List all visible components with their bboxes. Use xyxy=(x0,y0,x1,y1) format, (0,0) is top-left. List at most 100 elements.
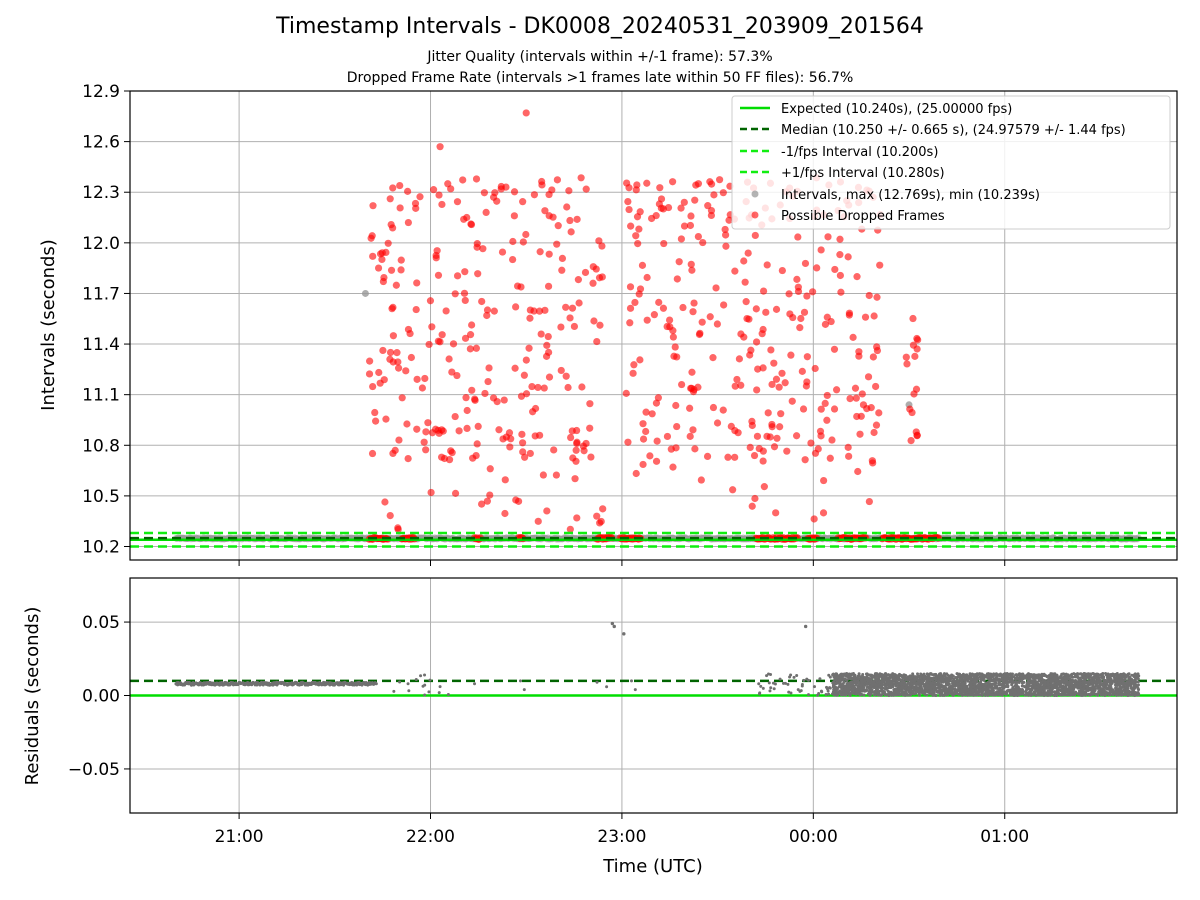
residual-point xyxy=(1088,674,1092,678)
dropped-frame-point xyxy=(709,354,717,362)
dropped-frame-point xyxy=(686,221,695,230)
residual-point xyxy=(374,682,378,686)
dropped-frame-point xyxy=(663,322,671,331)
residual-point xyxy=(950,692,954,696)
dropped-frame-point xyxy=(770,443,779,451)
dropped-frame-point xyxy=(746,443,754,452)
dropped-frame-point xyxy=(519,448,527,456)
residual-point xyxy=(768,689,772,693)
residual-point xyxy=(850,672,854,676)
residual-point xyxy=(872,686,876,690)
dropped-frame-point xyxy=(543,341,551,349)
dropped-frame-point xyxy=(785,290,793,298)
dropped-frame-point xyxy=(875,409,883,417)
dropped-frame-point xyxy=(653,437,661,445)
dropped-frame-point xyxy=(412,204,420,212)
dropped-frame-point xyxy=(573,438,581,446)
dropped-frame-point xyxy=(763,432,771,440)
dropped-frame-point xyxy=(589,279,597,287)
dropped-frame-point xyxy=(759,287,768,295)
dropped-frame-point xyxy=(534,517,542,525)
dropped-frame-point xyxy=(830,405,839,413)
dropped-frame-point xyxy=(852,394,860,402)
dropped-frame-point xyxy=(657,195,666,203)
residual-point xyxy=(992,679,996,683)
residual-point xyxy=(1015,693,1019,697)
dropped-frame-point xyxy=(434,271,443,279)
dropped-frame-point xyxy=(751,231,759,240)
dropped-frame-point xyxy=(626,283,635,291)
dropped-frame-point xyxy=(807,439,815,447)
residual-point xyxy=(1077,692,1081,696)
dropped-frame-point xyxy=(846,395,854,403)
dropped-frame-point xyxy=(810,515,818,523)
dropped-frame-point xyxy=(731,267,739,275)
dropped-frame-point xyxy=(706,313,714,321)
dropped-frame-point xyxy=(519,439,527,447)
residual-point xyxy=(984,681,988,685)
dropped-frame-point xyxy=(386,511,394,520)
residual-point xyxy=(392,689,396,693)
dropped-frame-point xyxy=(830,345,839,353)
dropped-frame-point xyxy=(678,380,686,389)
dropped-frame-point xyxy=(536,248,544,256)
dropped-frame-point xyxy=(691,445,699,453)
residual-point xyxy=(765,674,769,678)
dropped-frame-point xyxy=(534,383,542,392)
residual-point xyxy=(769,686,773,690)
dropped-frame-point xyxy=(638,261,647,269)
dropped-frame-point xyxy=(817,432,825,440)
residual-point xyxy=(995,684,999,688)
dropped-frame-point xyxy=(518,430,526,438)
dropped-frame-point xyxy=(772,509,780,517)
residual-point xyxy=(941,676,945,680)
dropped-frame-point xyxy=(510,188,519,196)
dropped-frame-point xyxy=(823,391,831,400)
dropped-frame-point xyxy=(673,422,681,431)
dropped-frame-point xyxy=(722,242,730,250)
dropped-frame-point xyxy=(873,293,881,301)
dropped-frame-point xyxy=(366,357,374,365)
dropped-frame-point xyxy=(660,239,668,248)
dropped-frame-point xyxy=(764,409,772,417)
dropped-frame-point xyxy=(500,396,508,404)
dropped-frame-point xyxy=(460,289,469,297)
dropped-frame-point xyxy=(697,476,705,484)
dropped-frame-point xyxy=(462,394,470,402)
residual-point xyxy=(913,679,917,683)
dropped-frame-point xyxy=(828,436,836,444)
dropped-frame-point xyxy=(438,331,446,339)
dropped-frame-point xyxy=(537,330,545,338)
dropped-frame-point xyxy=(554,222,562,230)
dropped-frame-point xyxy=(823,313,831,321)
residual-point xyxy=(843,677,847,681)
dropped-frame-point xyxy=(670,352,678,360)
dropped-frame-point xyxy=(845,452,853,460)
residual-point xyxy=(982,684,986,688)
dropped-frame-point xyxy=(725,216,733,224)
dropped-frame-point xyxy=(493,397,501,406)
dropped-frame-point xyxy=(789,313,797,322)
dropped-frame-point xyxy=(586,424,594,432)
chart-subtitle-jitter: Jitter Quality (intervals within +/-1 fr… xyxy=(427,49,773,65)
dropped-frame-point xyxy=(392,281,400,289)
dropped-frame-point xyxy=(526,449,534,458)
dropped-frame-point xyxy=(861,313,870,321)
dropped-frame-point xyxy=(449,340,458,348)
dropped-frame-point xyxy=(514,497,523,505)
residual-point xyxy=(1055,683,1059,687)
residual-point xyxy=(1053,674,1057,678)
dropped-frame-point xyxy=(849,333,857,341)
dropped-frame-point xyxy=(451,412,459,421)
residual-point xyxy=(1038,676,1042,680)
dropped-frame-point xyxy=(478,297,486,306)
dropped-frame-point xyxy=(648,214,656,223)
dropped-frame-point xyxy=(438,200,446,209)
dropped-frame-point xyxy=(709,403,718,412)
dropped-frame-point xyxy=(775,383,783,391)
dropped-frame-point xyxy=(578,383,586,391)
dropped-frame-point xyxy=(474,270,482,278)
dropped-frame-point xyxy=(438,426,446,434)
dropped-frame-point xyxy=(573,514,581,522)
dropped-frame-point xyxy=(626,319,634,327)
